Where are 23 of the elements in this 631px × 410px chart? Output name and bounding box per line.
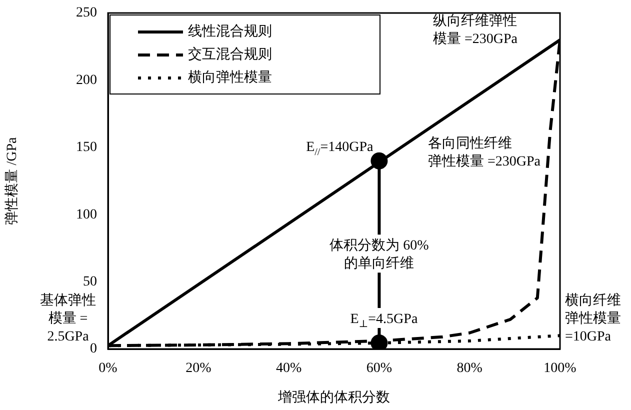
y-tick-label: 150 [76,140,97,156]
x-tick-label: 80% [456,361,483,376]
y-tick-label: 0 [90,342,97,357]
legend-label: 横向弹性模量 [188,70,272,86]
y-axis-title: 弹性模量 /GPa [4,136,20,225]
annotation: E//=140GPa [306,140,374,158]
x-axis-title: 增强体的体积分数 [277,389,390,406]
y-tick-label: 200 [76,72,97,88]
annotation: 体积分数为 60%的单向纤维 [330,238,430,272]
x-tick-label: 0% [98,361,118,376]
y-tick-label: 50 [83,274,97,290]
annotation: E⊥=4.5GPa [350,312,418,330]
annotation: 横向纤维弹性模量=10GPa [565,292,621,345]
y-tick-label: 100 [76,207,97,222]
y-tick-label: 250 [76,6,97,21]
legend-label: 交互混合规则 [188,46,272,63]
x-tick-label: 60% [366,361,392,376]
legend-label: 线性混合规则 [188,24,272,40]
annotation: 各向同性纤维弹性模量 =230GPa [428,135,542,170]
x-tick-label: 40% [276,361,302,376]
x-tick-label: 20% [186,361,212,376]
annotation: 纵向纤维弹性模量 =230GPa [432,13,518,48]
x-tick-label: 100% [544,361,577,376]
